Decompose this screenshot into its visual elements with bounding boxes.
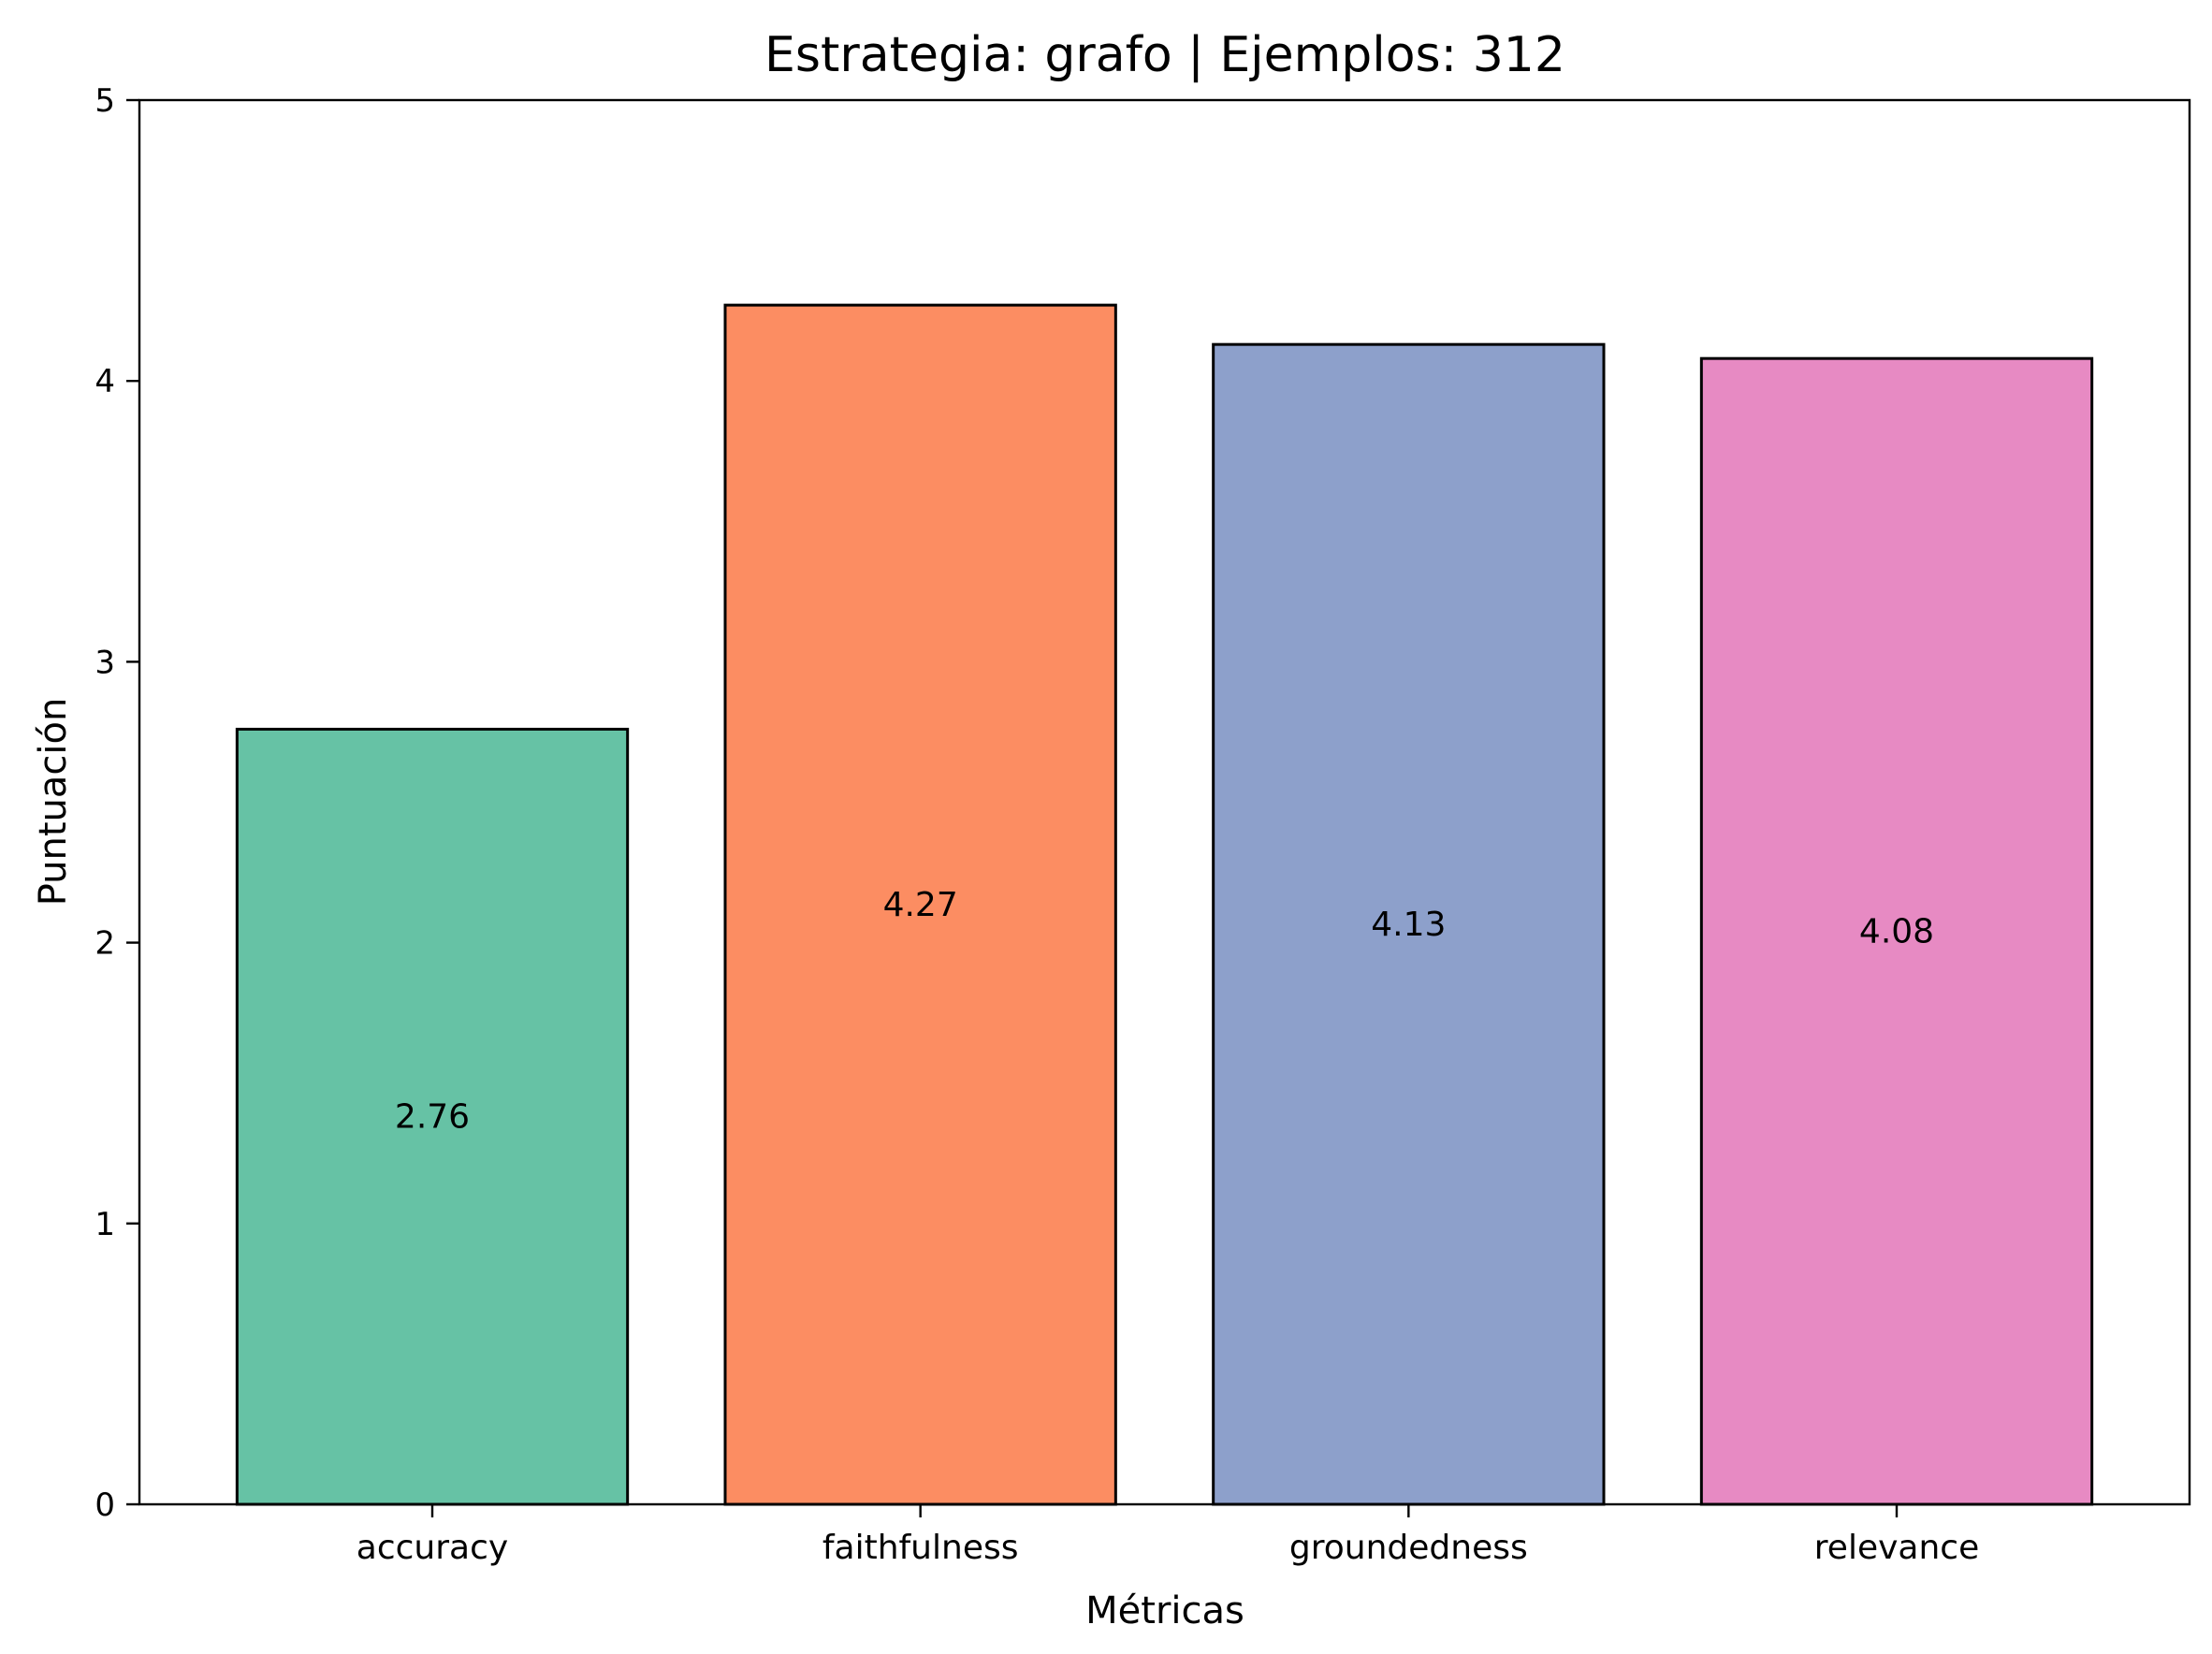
bar-value-label: 4.08 <box>1859 913 1934 951</box>
chart-title: Estrategia: grafo | Ejemplos: 312 <box>764 27 1565 83</box>
bar-value-label: 4.13 <box>1371 906 1446 944</box>
y-tick-label: 2 <box>95 925 115 963</box>
bar-value-label: 2.76 <box>395 1098 470 1137</box>
y-tick-label: 1 <box>95 1206 115 1243</box>
bar-faithfulness <box>723 303 1117 1506</box>
x-tick-label: faithfulness <box>822 1529 1019 1567</box>
y-axis-label: Puntuación <box>32 698 75 907</box>
bar-value-labels: 2.76 4.27 4.13 4.08 <box>395 886 1934 1137</box>
bar-relevance <box>1699 356 2094 1506</box>
bar-accuracy <box>235 727 630 1506</box>
y-tick-label: 0 <box>95 1487 115 1524</box>
y-tick-label: 3 <box>95 644 115 681</box>
x-axis-label: Métricas <box>1085 1589 1244 1632</box>
x-tick-label: groundedness <box>1289 1529 1528 1567</box>
bar-value-label: 4.27 <box>883 886 958 924</box>
bars <box>235 303 2094 1506</box>
y-tick-label: 5 <box>95 82 115 120</box>
y-tick-label: 4 <box>95 363 115 400</box>
x-tick-label: relevance <box>1814 1529 1979 1567</box>
x-axis: accuracy faithfulness groundedness relevanc… <box>357 1504 1979 1567</box>
x-tick-label: accuracy <box>357 1529 508 1567</box>
plot-frame <box>138 98 2191 1506</box>
y-axis: 0 1 2 3 4 5 <box>95 82 139 1524</box>
